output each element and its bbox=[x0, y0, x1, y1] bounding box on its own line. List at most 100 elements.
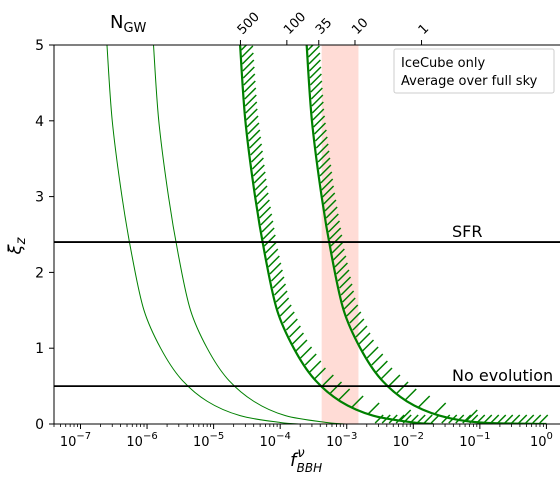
hatch-mark bbox=[346, 304, 359, 317]
hatch-mark bbox=[244, 87, 257, 100]
hatch-mark bbox=[309, 66, 322, 79]
hatch-mark bbox=[260, 213, 273, 226]
hatch-mark bbox=[339, 276, 352, 289]
hatch-mark bbox=[313, 367, 326, 380]
hatch-mark bbox=[269, 262, 282, 275]
hatch-mark bbox=[279, 304, 292, 317]
hatch-mark bbox=[337, 269, 350, 282]
hatch-mark bbox=[366, 346, 379, 359]
hatch-mark bbox=[257, 199, 270, 212]
hatch-mark bbox=[320, 171, 333, 184]
hatch-mark bbox=[251, 157, 264, 170]
svg-text:ξz: ξz bbox=[5, 236, 29, 255]
hatch-mark bbox=[338, 388, 351, 401]
hatch-mark bbox=[374, 414, 384, 424]
series-line-4 bbox=[305, 45, 547, 424]
hatch-mark bbox=[317, 150, 330, 163]
hatch-mark bbox=[245, 108, 258, 121]
hatch-mark bbox=[254, 178, 267, 191]
hatch-mark bbox=[334, 255, 347, 268]
x-tick-label: 10−7 bbox=[60, 431, 91, 450]
hatch-mark bbox=[255, 185, 268, 198]
hatch-mark bbox=[304, 353, 317, 366]
hatch-mark bbox=[525, 414, 535, 424]
hatch-mark bbox=[395, 414, 405, 424]
hatch-mark bbox=[351, 395, 364, 408]
x-tick-label: 10−3 bbox=[326, 431, 357, 450]
hatch-mark bbox=[312, 108, 325, 121]
hatch-mark bbox=[396, 381, 409, 394]
hatch-mark bbox=[316, 143, 329, 156]
hatch-mark bbox=[285, 318, 298, 331]
hatch-layer bbox=[240, 45, 549, 424]
y-axis-ticks: 0 1 2 3 4 5 bbox=[35, 38, 54, 433]
top-tick-label: 500 bbox=[235, 10, 263, 38]
hatch-mark bbox=[272, 276, 285, 289]
hatch-mark bbox=[358, 332, 371, 345]
hatch-mark bbox=[241, 52, 254, 65]
legend-line-1: IceCube only bbox=[401, 56, 485, 71]
series-line-2 bbox=[153, 45, 347, 424]
hatch-mark bbox=[300, 346, 313, 359]
hatch-mark bbox=[335, 262, 348, 275]
top-axis-label: NGW bbox=[110, 12, 147, 36]
hatch-mark bbox=[243, 80, 256, 93]
hatch-mark bbox=[325, 206, 338, 219]
hatch-mark bbox=[388, 374, 401, 387]
hatch-mark bbox=[352, 318, 365, 331]
hatch-mark bbox=[309, 73, 322, 86]
top-tick-label: 100 bbox=[281, 10, 309, 38]
hatch-mark bbox=[326, 213, 339, 226]
hatch-mark bbox=[295, 339, 308, 352]
hatch-mark bbox=[416, 414, 426, 424]
hatch-mark bbox=[399, 409, 412, 422]
hatch-mark bbox=[313, 122, 327, 135]
hatch-mark bbox=[288, 325, 301, 338]
hatch-mark bbox=[532, 414, 542, 424]
hatch-mark bbox=[343, 297, 356, 310]
hatch-mark bbox=[315, 136, 328, 149]
top-tick-label: 1 bbox=[416, 21, 432, 37]
x-tick-label: 10−6 bbox=[126, 431, 157, 450]
hatch-mark bbox=[307, 45, 320, 58]
hatch-mark bbox=[418, 395, 431, 408]
hatch-mark bbox=[242, 59, 255, 72]
hatch-mark bbox=[361, 339, 375, 352]
x-axis-label: fν BBH bbox=[290, 446, 322, 475]
hatch-mark bbox=[465, 409, 478, 422]
hatch-mark bbox=[504, 414, 514, 424]
hatch-mark bbox=[242, 66, 255, 79]
legend-box bbox=[393, 48, 555, 94]
series-line-3 bbox=[239, 45, 434, 424]
hatch-mark bbox=[340, 283, 353, 296]
y-tick-label: 2 bbox=[35, 265, 44, 281]
hatch-mark bbox=[321, 374, 334, 387]
hatch-mark bbox=[329, 381, 343, 394]
hatch-mark bbox=[313, 115, 326, 128]
y-tick-label: 3 bbox=[35, 190, 44, 206]
hatch-mark bbox=[311, 94, 324, 107]
hatch-mark bbox=[282, 311, 295, 324]
hatch-mark bbox=[259, 206, 272, 219]
top-axis-ticks: 500 100 35 10 1 bbox=[235, 10, 432, 45]
hatch-mark bbox=[266, 248, 279, 261]
hatch-mark bbox=[310, 87, 323, 100]
hatch-mark bbox=[330, 234, 343, 247]
hatch-mark bbox=[291, 332, 305, 345]
hatch-mark bbox=[244, 94, 257, 107]
hatch-mark bbox=[332, 248, 345, 261]
hatch-mark bbox=[423, 414, 433, 424]
hatch-mark bbox=[247, 122, 260, 135]
hatch-mark bbox=[253, 171, 266, 184]
hatch-mark bbox=[375, 360, 388, 373]
hatch-mark bbox=[277, 297, 290, 310]
hatch-mark bbox=[262, 227, 275, 240]
hatch-mark bbox=[404, 388, 417, 401]
x-tick-label: 10−5 bbox=[193, 431, 224, 450]
series-line-1 bbox=[106, 45, 301, 424]
hatch-mark bbox=[241, 45, 254, 58]
hline-label-2: No evolution bbox=[452, 366, 553, 385]
hatch-mark bbox=[342, 290, 355, 303]
hatch-mark bbox=[490, 414, 500, 424]
